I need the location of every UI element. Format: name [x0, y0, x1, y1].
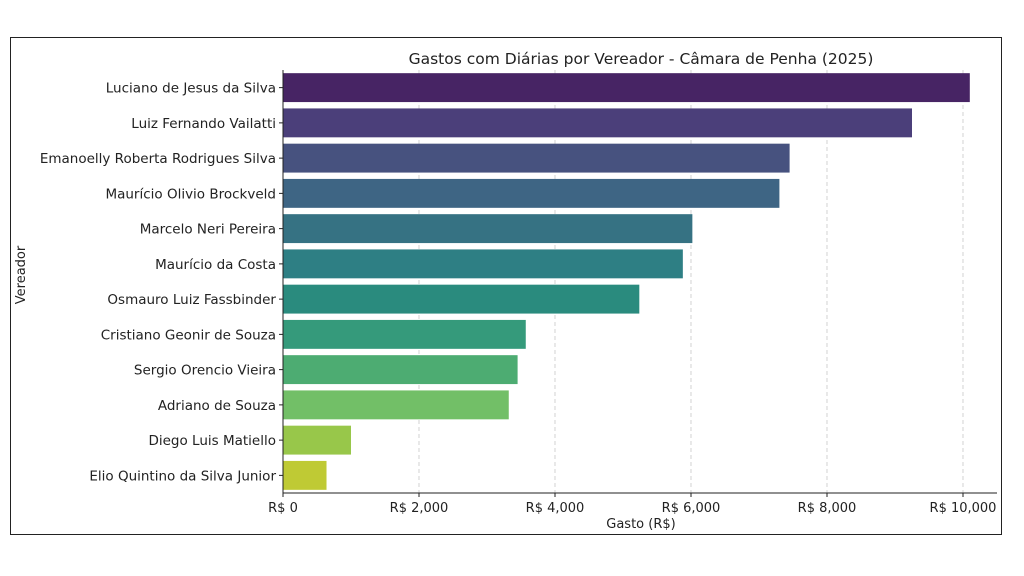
bar: [283, 390, 509, 420]
y-axis-label: Vereador: [14, 245, 29, 304]
y-tick-labels: Luciano de Jesus da Silva Luiz Fernando V…: [40, 81, 283, 484]
y-tick-label: Emanoelly Roberta Rodrigues Silva: [40, 151, 276, 167]
y-tick-label: Luciano de Jesus da Silva: [106, 81, 276, 97]
bar: [283, 214, 693, 244]
x-tick-label: R$ 8,000: [798, 501, 857, 516]
y-tick-label: Maurício da Costa: [155, 257, 276, 273]
gridlines: [418, 70, 964, 493]
x-tick-label: R$ 10,000: [930, 501, 997, 516]
bar: [283, 460, 327, 490]
bar: [283, 143, 790, 173]
y-tick-label: Marcelo Neri Pereira: [140, 222, 276, 238]
y-tick-label: Luiz Fernando Vailatti: [131, 116, 276, 132]
y-tick-label: Cristiano Geonir de Souza: [101, 327, 276, 343]
bar: [283, 108, 912, 138]
y-tick-label: Maurício Olivio Brockveld: [105, 186, 276, 202]
bar: [283, 355, 518, 385]
bar: [283, 284, 640, 314]
bar: [283, 73, 970, 103]
bar: [283, 249, 683, 279]
x-tick-label: R$ 6,000: [662, 501, 721, 516]
y-tick-label: Elio Quintino da Silva Junior: [89, 468, 276, 484]
bar: [283, 425, 351, 455]
bars: [283, 73, 970, 490]
x-tick-label: R$ 4,000: [526, 501, 585, 516]
x-tick-label: R$ 0: [268, 501, 298, 516]
y-tick-label: Diego Luis Matiello: [148, 433, 276, 449]
x-ticks: R$ 0 R$ 2,000 R$ 4,000 R$ 6,000 R$ 8,000 R$ 1…: [268, 493, 996, 516]
y-tick-label: Osmauro Luiz Fassbinder: [107, 292, 276, 308]
y-tick-label: Sergio Orencio Vieira: [134, 363, 276, 379]
x-tick-label: R$ 2,000: [390, 501, 449, 516]
x-axis-label: Gasto (R$): [606, 517, 675, 532]
chart-title: Gastos com Diárias por Vereador - Câmara…: [409, 50, 874, 68]
chart-frame: Gastos com Diárias por Vereador - Câmara…: [10, 37, 1002, 535]
bar: [283, 319, 526, 349]
bar-chart: Gastos com Diárias por Vereador - Câmara…: [14, 50, 997, 532]
y-tick-label: Adriano de Souza: [158, 398, 276, 414]
bar: [283, 178, 780, 208]
